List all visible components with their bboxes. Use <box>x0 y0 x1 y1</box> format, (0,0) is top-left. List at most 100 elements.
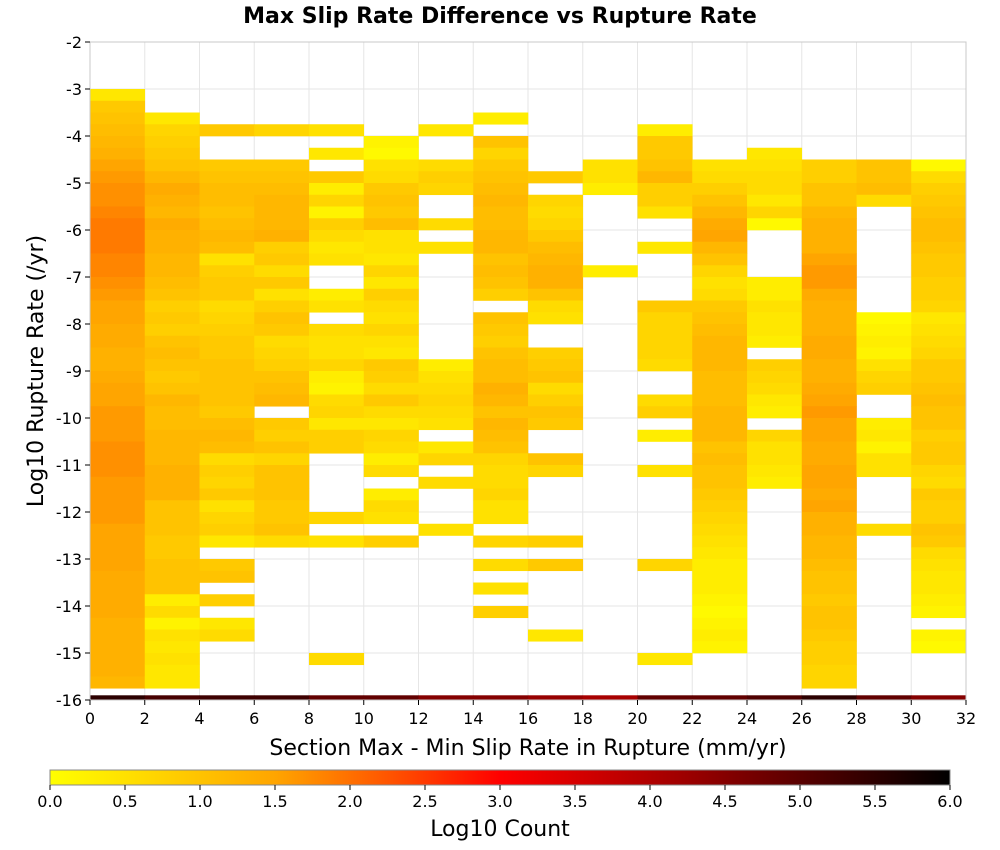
heatmap-cell <box>144 570 200 583</box>
heatmap-cell <box>144 371 200 384</box>
heatmap-cell <box>199 312 255 325</box>
heatmap-cell <box>801 394 857 407</box>
x-tick-label: 12 <box>408 709 428 728</box>
heatmap-cell <box>856 183 912 196</box>
heatmap-cell <box>199 324 255 337</box>
heatmap-cell-bottom <box>528 695 584 700</box>
colorbar-tick-label: 5.5 <box>862 792 887 811</box>
x-tick-label: 32 <box>956 709 976 728</box>
heatmap-cell <box>473 465 529 478</box>
heatmap-cell <box>199 241 255 254</box>
heatmap-cell <box>911 629 967 642</box>
heatmap-cell <box>637 335 693 348</box>
heatmap-cell <box>692 359 748 372</box>
heatmap-cell <box>363 500 419 513</box>
heatmap-cell <box>309 347 365 360</box>
heatmap-cell <box>309 429 365 442</box>
heatmap-cell <box>90 453 146 466</box>
heatmap-cell <box>637 300 693 313</box>
x-tick-label: 16 <box>518 709 538 728</box>
heatmap-cell <box>747 359 803 372</box>
heatmap-cell <box>90 112 146 125</box>
heatmap-cell <box>144 441 200 454</box>
heatmap-cell <box>692 523 748 536</box>
heatmap-cell <box>363 159 419 172</box>
heatmap-cell <box>473 441 529 454</box>
heatmap-cell <box>747 441 803 454</box>
heatmap-cell <box>90 265 146 278</box>
heatmap-cell <box>144 382 200 395</box>
heatmap-cell <box>199 629 255 642</box>
heatmap-cell <box>144 147 200 160</box>
heatmap-cell <box>309 382 365 395</box>
heatmap-cell <box>90 418 146 431</box>
heatmap-cell <box>144 206 200 219</box>
x-tick-label: 20 <box>627 709 647 728</box>
heatmap-cell <box>911 547 967 560</box>
heatmap-cell <box>473 136 529 149</box>
heatmap-cell <box>418 171 474 184</box>
heatmap-cell <box>856 359 912 372</box>
heatmap-cell <box>309 147 365 160</box>
heatmap-cell <box>199 476 255 489</box>
heatmap-cell <box>801 382 857 395</box>
heatmap-cell <box>363 347 419 360</box>
heatmap-cell <box>473 230 529 243</box>
heatmap-cell <box>747 406 803 419</box>
heatmap-cell <box>363 300 419 313</box>
heatmap-cell <box>473 488 529 501</box>
heatmap-cell <box>418 476 474 489</box>
heatmap-cell-bottom <box>199 695 255 700</box>
heatmap-cell <box>692 429 748 442</box>
heatmap-cell <box>473 476 529 489</box>
heatmap-cell <box>911 406 967 419</box>
heatmap-cell <box>473 535 529 548</box>
colorbar-ticks: 0.0 0.5 1.0 1.5 2.0 2.5 3.0 3.5 4.0 4.5 5.0 5.5 6.0 <box>37 785 963 811</box>
heatmap-cell <box>528 265 584 278</box>
heatmap-cell <box>144 547 200 560</box>
heatmap-cell <box>801 535 857 548</box>
heatmap-cell <box>309 418 365 431</box>
heatmap-cell <box>90 406 146 419</box>
heatmap-cell <box>144 512 200 525</box>
heatmap-cell-bottom <box>473 695 529 700</box>
heatmap-cell <box>199 500 255 513</box>
heatmap-cell <box>528 300 584 313</box>
heatmap-cell <box>90 183 146 196</box>
heatmap-cell <box>801 300 857 313</box>
heatmap-cell <box>692 382 748 395</box>
heatmap-cell <box>911 559 967 572</box>
heatmap-cell <box>911 300 967 313</box>
heatmap-cell <box>144 559 200 572</box>
heatmap-cell <box>254 418 310 431</box>
heatmap-cell <box>911 194 967 207</box>
heatmap-cell <box>911 171 967 184</box>
heatmap-cell <box>692 335 748 348</box>
heatmap-cell <box>637 206 693 219</box>
heatmap-cell <box>309 241 365 254</box>
heatmap-cell <box>911 218 967 231</box>
heatmap-cell <box>801 324 857 337</box>
heatmap-cell <box>254 265 310 278</box>
heatmap-cell <box>144 194 200 207</box>
heatmap-cell <box>801 265 857 278</box>
heatmap-cell <box>144 641 200 654</box>
heatmap-cell <box>144 594 200 607</box>
heatmap-cell <box>637 171 693 184</box>
heatmap-cell <box>144 300 200 313</box>
heatmap-cell <box>528 453 584 466</box>
heatmap-cell <box>199 559 255 572</box>
colorbar-tick-label: 6.0 <box>937 792 962 811</box>
heatmap-cell <box>911 512 967 525</box>
heatmap-cell <box>254 382 310 395</box>
heatmap-cell <box>637 183 693 196</box>
heatmap-cell <box>473 453 529 466</box>
heatmap-cell-bottom <box>637 695 693 700</box>
heatmap-cell <box>856 194 912 207</box>
heatmap-cell <box>801 335 857 348</box>
heatmap-cell <box>473 429 529 442</box>
heatmap-cell <box>473 147 529 160</box>
heatmap-cell-bottom <box>144 695 200 700</box>
heatmap-cell <box>199 335 255 348</box>
heatmap-cell <box>528 371 584 384</box>
